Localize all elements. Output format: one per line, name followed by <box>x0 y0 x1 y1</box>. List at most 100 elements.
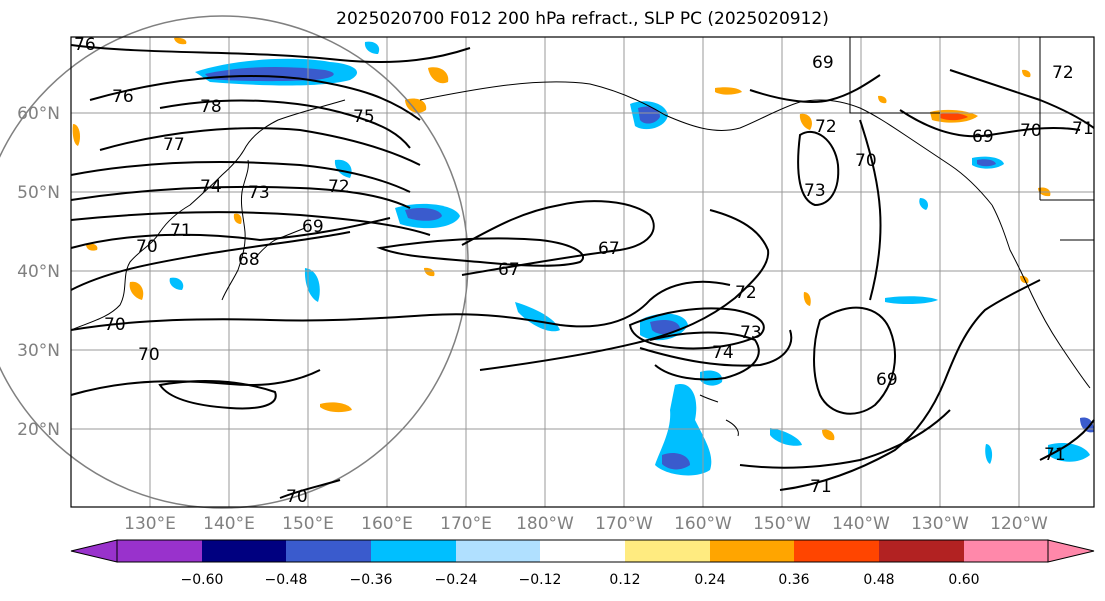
anomaly-patch-positive <box>129 281 144 300</box>
lon-label: 170°E <box>440 514 492 534</box>
contour-label: 70 <box>1020 121 1042 141</box>
contour-label: 77 <box>163 135 185 155</box>
colorbar-tick: 0.12 <box>609 572 641 588</box>
contour-label: 72 <box>735 283 757 303</box>
contour-label: 73 <box>248 183 270 203</box>
anomaly-patch-positive <box>86 243 98 251</box>
lon-label: 160°W <box>674 514 732 534</box>
lat-label: 30°N <box>17 341 60 361</box>
contour-label: 73 <box>740 323 762 343</box>
colorbar-tick: 0.48 <box>863 572 895 588</box>
anomaly-patch-negative <box>662 453 690 470</box>
contour-label: 70 <box>286 487 308 507</box>
lon-label: 130°W <box>911 514 969 534</box>
colorbar-segment <box>794 540 879 562</box>
contour-label: 69 <box>972 127 994 147</box>
colorbar-tick: −0.60 <box>180 572 224 588</box>
contour-label: 71 <box>170 221 192 241</box>
anomaly-patch-positive <box>715 87 742 95</box>
contour-label: 69 <box>302 217 324 237</box>
anomaly-patch-negative <box>304 268 320 302</box>
contour-label: 70 <box>136 237 158 257</box>
lon-label: 150°W <box>753 514 811 534</box>
anomaly-patch-negative <box>770 428 802 446</box>
anomaly-patch-positive <box>428 67 449 84</box>
colorbar-segment <box>202 540 286 562</box>
colorbar-segment <box>964 540 1048 562</box>
map-frame <box>70 36 1095 508</box>
contour-label: 68 <box>238 250 260 270</box>
colorbar-tick: −0.24 <box>434 572 478 588</box>
coastlines <box>70 37 1094 437</box>
anomaly-patch-positive <box>1022 69 1031 78</box>
anomaly-patch-negative <box>1048 443 1090 462</box>
contour-label: 70 <box>104 315 126 335</box>
contour-label: 73 <box>804 181 826 201</box>
anomaly-patch-negative <box>638 106 660 124</box>
lon-label: 180°W <box>516 514 574 534</box>
contour-label: 67 <box>598 239 620 259</box>
anomaly-patch-negative <box>985 444 993 464</box>
colorbar-segment <box>286 540 371 562</box>
shaded-anomalies <box>72 37 1094 476</box>
colorbar-arrow-left <box>70 539 118 563</box>
anomaly-patch-positive <box>233 213 242 224</box>
contour-label: 74 <box>712 343 734 363</box>
anomaly-patch-negative <box>364 41 380 54</box>
anomaly-patch-negative <box>655 384 712 476</box>
anomaly-patch-positive <box>174 37 187 45</box>
lat-label: 50°N <box>17 183 60 203</box>
contour-label: 75 <box>353 107 375 127</box>
lon-label: 160°E <box>361 514 413 534</box>
contour-label: 72 <box>1052 63 1074 83</box>
contour-label: 74 <box>200 177 222 197</box>
contour-label: 72 <box>328 177 350 197</box>
anomaly-patch-positive <box>803 292 811 306</box>
anomaly-patch-negative <box>885 296 938 305</box>
contour-label: 76 <box>112 87 134 107</box>
colorbar-tick: 0.36 <box>778 572 810 588</box>
contour-label: 69 <box>876 370 898 390</box>
lon-label: 140°E <box>203 514 255 534</box>
map-background <box>71 37 1094 507</box>
contour-label: 69 <box>812 53 834 73</box>
contour-label: 70 <box>855 151 877 171</box>
lat-label: 20°N <box>17 420 60 440</box>
anomaly-patch-positive <box>878 95 887 104</box>
slp-contours <box>70 44 1095 499</box>
contour-label: 72 <box>815 117 837 137</box>
colorbar-segment <box>540 540 625 562</box>
colorbar-tick: −0.36 <box>349 572 393 588</box>
colorbar-segment <box>456 540 540 562</box>
anomaly-patch-negative <box>700 370 723 386</box>
colorbar-segment <box>371 540 456 562</box>
lat-label: 40°N <box>17 262 60 282</box>
anomaly-patch-negative <box>919 198 928 210</box>
colorbar-segment <box>625 540 710 562</box>
lon-label: 170°W <box>595 514 653 534</box>
anomaly-patch-positive <box>424 267 435 277</box>
colorbar-tick: 0.24 <box>694 572 726 588</box>
contour-label: 67 <box>498 260 520 280</box>
contour-label: 71 <box>810 477 832 497</box>
lon-label: 150°E <box>282 514 334 534</box>
map-title: 2025020700 F012 200 hPa refract., SLP PC… <box>336 9 829 29</box>
lon-label: 140°W <box>832 514 890 534</box>
anomaly-patch-negative <box>334 159 352 178</box>
colorbar-tick: −0.48 <box>264 572 308 588</box>
lon-label: 130°E <box>124 514 176 534</box>
colorbar-tick: 0.60 <box>948 572 980 588</box>
anomaly-patch-positive <box>799 113 812 130</box>
colorbar-segment <box>117 540 202 562</box>
anomaly-patch-positive <box>822 429 835 441</box>
contour-label: 70 <box>138 345 160 365</box>
anomaly-patch-positive <box>405 98 427 113</box>
anomaly-patch-positive <box>940 113 968 121</box>
anomaly-patch-negative <box>650 320 680 335</box>
anomaly-patch-negative <box>405 208 442 221</box>
colorbar-segment <box>879 540 964 562</box>
contour-label: 71 <box>1072 119 1094 139</box>
anomaly-patch-positive <box>320 402 352 413</box>
lat-label: 60°N <box>17 104 60 124</box>
